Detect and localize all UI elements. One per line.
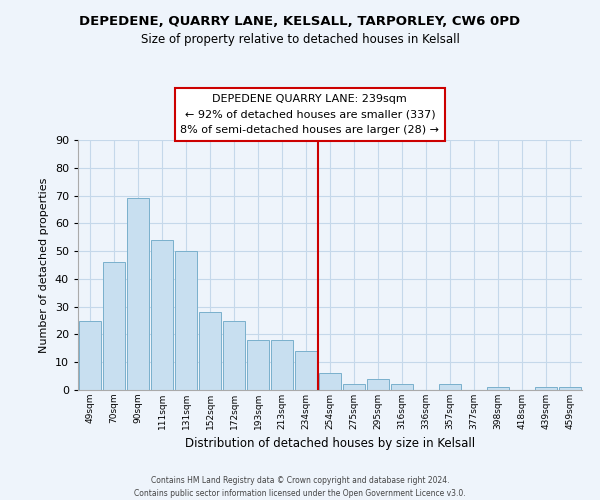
X-axis label: Distribution of detached houses by size in Kelsall: Distribution of detached houses by size … bbox=[185, 438, 475, 450]
Bar bbox=[199, 312, 221, 390]
Bar bbox=[79, 320, 101, 390]
Bar bbox=[223, 320, 245, 390]
Bar bbox=[175, 251, 197, 390]
Bar bbox=[319, 374, 341, 390]
Bar bbox=[391, 384, 413, 390]
Bar bbox=[343, 384, 365, 390]
Text: Size of property relative to detached houses in Kelsall: Size of property relative to detached ho… bbox=[140, 32, 460, 46]
Bar bbox=[127, 198, 149, 390]
Bar bbox=[487, 387, 509, 390]
Bar bbox=[271, 340, 293, 390]
Bar bbox=[559, 387, 581, 390]
Y-axis label: Number of detached properties: Number of detached properties bbox=[39, 178, 49, 352]
Bar bbox=[151, 240, 173, 390]
Bar bbox=[295, 351, 317, 390]
Bar bbox=[103, 262, 125, 390]
Bar bbox=[439, 384, 461, 390]
Bar bbox=[535, 387, 557, 390]
Text: DEPEDENE QUARRY LANE: 239sqm
← 92% of detached houses are smaller (337)
8% of se: DEPEDENE QUARRY LANE: 239sqm ← 92% of de… bbox=[181, 94, 439, 135]
Bar bbox=[367, 379, 389, 390]
Text: Contains HM Land Registry data © Crown copyright and database right 2024.
Contai: Contains HM Land Registry data © Crown c… bbox=[134, 476, 466, 498]
Bar bbox=[247, 340, 269, 390]
Text: DEPEDENE, QUARRY LANE, KELSALL, TARPORLEY, CW6 0PD: DEPEDENE, QUARRY LANE, KELSALL, TARPORLE… bbox=[79, 15, 521, 28]
